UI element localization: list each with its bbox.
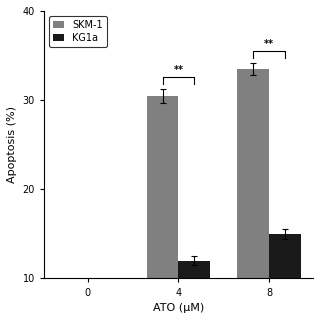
Bar (269, 234, 301, 320)
Legend: SKM-1, KG1a: SKM-1, KG1a (49, 16, 107, 46)
Bar (179, 260, 210, 320)
Bar (237, 69, 269, 320)
X-axis label: ATO (μM): ATO (μM) (153, 303, 204, 313)
Text: **: ** (173, 65, 183, 75)
Text: **: ** (264, 39, 274, 49)
Bar (147, 96, 179, 320)
Y-axis label: Apoptosis (%): Apoptosis (%) (7, 106, 17, 183)
